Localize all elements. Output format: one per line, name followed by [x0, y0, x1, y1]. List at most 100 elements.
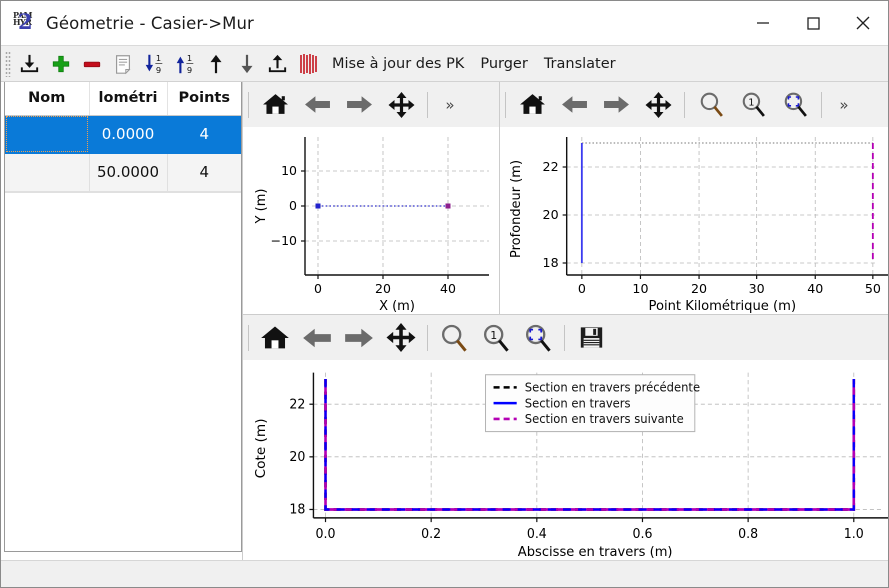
cross-section-canvas[interactable]: 0.0 0.2 0.4 0.6 0.8 1.0 22 20 18: [243, 360, 888, 560]
svg-text:0.0: 0.0: [316, 527, 336, 542]
longitudinal-profile-pane: 1: [499, 82, 888, 314]
zoom-button[interactable]: [690, 85, 732, 125]
back-button[interactable]: [296, 318, 338, 358]
svg-text:20: 20: [543, 207, 559, 222]
save-button[interactable]: [570, 318, 612, 358]
toolbar-separator: [427, 91, 428, 118]
toolbar-drag-handle[interactable]: [5, 50, 11, 77]
toolbar-overflow-button[interactable]: »: [839, 95, 849, 114]
move-cross-icon: [645, 91, 671, 118]
toolbar-overflow-button[interactable]: »: [445, 95, 455, 114]
svg-text:Cote (m): Cote (m): [254, 418, 269, 478]
delete-button[interactable]: [76, 48, 107, 79]
document-edit-icon: [115, 54, 131, 74]
sort-1-9-down-icon: 1 9: [145, 53, 162, 75]
move-up-button[interactable]: [200, 48, 231, 79]
logo-digit: 2: [18, 9, 33, 34]
edit-button[interactable]: [107, 48, 138, 79]
translate-button[interactable]: Translater: [543, 55, 616, 72]
back-button[interactable]: [296, 85, 338, 125]
cell-points[interactable]: 4: [167, 153, 241, 192]
pan-button[interactable]: [380, 318, 422, 358]
export-button[interactable]: [262, 48, 293, 79]
toolbar-separator: [821, 91, 822, 118]
svg-text:Abscisse en travers (m): Abscisse en travers (m): [518, 545, 673, 560]
svg-text:10: 10: [632, 281, 648, 296]
svg-text:1: 1: [155, 53, 160, 63]
toolbar-separator: [684, 91, 685, 118]
move-cross-icon: [388, 91, 414, 118]
back-button[interactable]: [553, 85, 595, 125]
maximize-button[interactable]: [788, 1, 838, 45]
import-button[interactable]: [14, 48, 45, 79]
toolbar-separator: [427, 324, 428, 351]
svg-text:0: 0: [578, 281, 586, 296]
zoom-button[interactable]: [433, 318, 475, 358]
svg-text:9: 9: [155, 65, 160, 75]
top-plot-row: »: [243, 82, 888, 314]
svg-text:10: 10: [281, 163, 297, 178]
svg-text:0: 0: [314, 281, 322, 296]
move-down-button[interactable]: [231, 48, 262, 79]
zoom-reset-button[interactable]: 1: [732, 85, 774, 125]
svg-text:1: 1: [186, 53, 191, 63]
home-button[interactable]: [254, 318, 296, 358]
export-up-arrow-icon: [268, 54, 287, 73]
minimize-button[interactable]: [738, 1, 788, 45]
arrow-left-icon: [304, 96, 330, 113]
update-pk-button[interactable]: Mise à jour des PK: [332, 55, 465, 72]
table-row[interactable]: 50.0000 4: [5, 153, 241, 192]
arrow-right-icon: [345, 328, 373, 347]
title-bar: PAM HYR 2 Géometrie - Casier->Mur: [1, 1, 888, 45]
table-empty-area[interactable]: [5, 191, 241, 551]
magnifier-fit-icon: [784, 92, 807, 117]
cross-section-toolbar: 1: [243, 315, 888, 360]
toolbar-separator: [248, 91, 249, 118]
cell-nom[interactable]: [5, 153, 90, 192]
pan-button[interactable]: [380, 85, 422, 125]
svg-text:1: 1: [490, 329, 497, 342]
svg-text:Section en travers précédente: Section en travers précédente: [525, 380, 700, 394]
magnifier-icon: [700, 92, 723, 117]
svg-text:Section en travers: Section en travers: [525, 396, 631, 410]
window-controls: [738, 1, 888, 45]
maximize-icon: [807, 17, 820, 30]
longitudinal-profile-canvas[interactable]: 0 10 20 30 40 50 22 20 18: [500, 127, 888, 314]
cell-nom[interactable]: [5, 115, 90, 154]
toolbar-separator: [505, 91, 506, 118]
zoom-fit-button[interactable]: [774, 85, 816, 125]
forward-button[interactable]: [338, 85, 380, 125]
cell-pk[interactable]: 0.0000: [89, 115, 168, 154]
chart-legend: Section en travers précédente Section en…: [485, 374, 700, 433]
close-button[interactable]: [838, 1, 888, 45]
plan-view-canvas[interactable]: 0 20 40 10 0 −10 X (m) Y (m: [243, 127, 499, 314]
table-row[interactable]: 0.0000 4: [5, 115, 241, 154]
forward-button[interactable]: [338, 318, 380, 358]
cross-section-pane: 1: [243, 314, 888, 560]
add-button[interactable]: [45, 48, 76, 79]
zoom-fit-button[interactable]: [517, 318, 559, 358]
geometry-table[interactable]: Nom lométri Points 0.0000 4: [4, 82, 242, 552]
pan-button[interactable]: [637, 85, 679, 125]
svg-text:1.0: 1.0: [844, 527, 864, 542]
column-header-pk[interactable]: lométri: [89, 82, 168, 116]
plan-view-pane: »: [243, 82, 499, 314]
toolbar-separator: [564, 324, 565, 351]
magnifier-icon: [441, 324, 467, 352]
svg-text:Profondeur (m): Profondeur (m): [509, 160, 524, 258]
red-minus-icon: [83, 61, 100, 67]
sort-descending-button[interactable]: 1 9: [138, 48, 169, 79]
home-button[interactable]: [254, 85, 296, 125]
home-button[interactable]: [511, 85, 553, 125]
forward-button[interactable]: [595, 85, 637, 125]
zoom-reset-button[interactable]: 1: [475, 318, 517, 358]
main-content: Nom lométri Points 0.0000 4: [1, 82, 888, 560]
purge-button[interactable]: Purger: [480, 55, 528, 72]
profile-button[interactable]: [293, 48, 324, 79]
svg-text:20: 20: [289, 450, 305, 465]
cell-pk[interactable]: 50.0000: [89, 153, 168, 192]
column-header-nom[interactable]: Nom: [5, 82, 90, 116]
cell-points[interactable]: 4: [167, 115, 241, 154]
column-header-points[interactable]: Points: [167, 82, 241, 116]
sort-ascending-button[interactable]: 1 9: [169, 48, 200, 79]
